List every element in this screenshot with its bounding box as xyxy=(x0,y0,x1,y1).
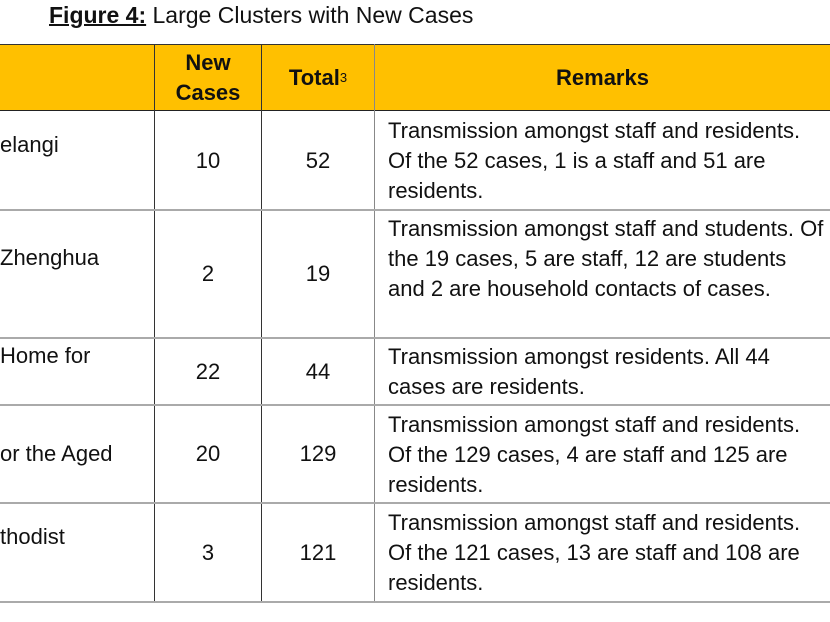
table-bottom-border xyxy=(0,601,830,603)
row-divider xyxy=(0,337,830,339)
total-value: 44 xyxy=(305,358,331,384)
total-value: 52 xyxy=(305,147,331,173)
header-total-label: Total xyxy=(288,65,340,90)
column-divider xyxy=(154,44,155,602)
total-value: 19 xyxy=(305,261,331,286)
new-cases-value: 3 xyxy=(201,539,215,565)
footnote-marker: 3 xyxy=(339,70,348,85)
row-divider xyxy=(0,404,830,406)
remarks-text: Transmission amongst staff and residents… xyxy=(388,118,801,203)
figure-caption: Large Clusters with New Cases xyxy=(146,2,474,28)
remarks-text: Transmission amongst residents. All 44 c… xyxy=(388,344,770,399)
header-new-cases: New Cases xyxy=(155,45,261,111)
cluster-name: or the Aged xyxy=(0,441,113,466)
new-cases-value: 20 xyxy=(195,441,221,466)
column-divider xyxy=(374,44,375,602)
row-divider xyxy=(0,209,830,211)
remarks-text: Transmission amongst staff and residents… xyxy=(388,412,801,497)
remarks-text: Transmission amongst staff and residents… xyxy=(388,510,801,595)
new-cases-value: 10 xyxy=(195,147,221,173)
row-divider xyxy=(0,502,830,504)
header-new-line1: New xyxy=(185,50,231,75)
cluster-name: elangi xyxy=(0,132,59,157)
new-cases-value: 22 xyxy=(195,358,221,384)
figure-title: Figure 4: Large Clusters with New Cases xyxy=(49,2,473,29)
header-new-line2: Cases xyxy=(175,80,241,105)
figure-label: Figure 4: xyxy=(49,2,147,28)
total-value: 129 xyxy=(299,441,337,466)
total-value: 121 xyxy=(299,539,337,565)
cluster-name: Zhenghua xyxy=(0,245,100,270)
cluster-name: thodist xyxy=(0,524,65,549)
header-remarks: Remarks xyxy=(556,65,649,90)
header-total: Total 3 xyxy=(262,45,374,111)
table-header-row xyxy=(0,44,830,111)
cluster-name: Home for xyxy=(0,343,91,368)
new-cases-value: 2 xyxy=(201,261,215,286)
column-divider xyxy=(261,44,262,602)
remarks-text: Transmission amongst staff and students.… xyxy=(388,216,824,301)
